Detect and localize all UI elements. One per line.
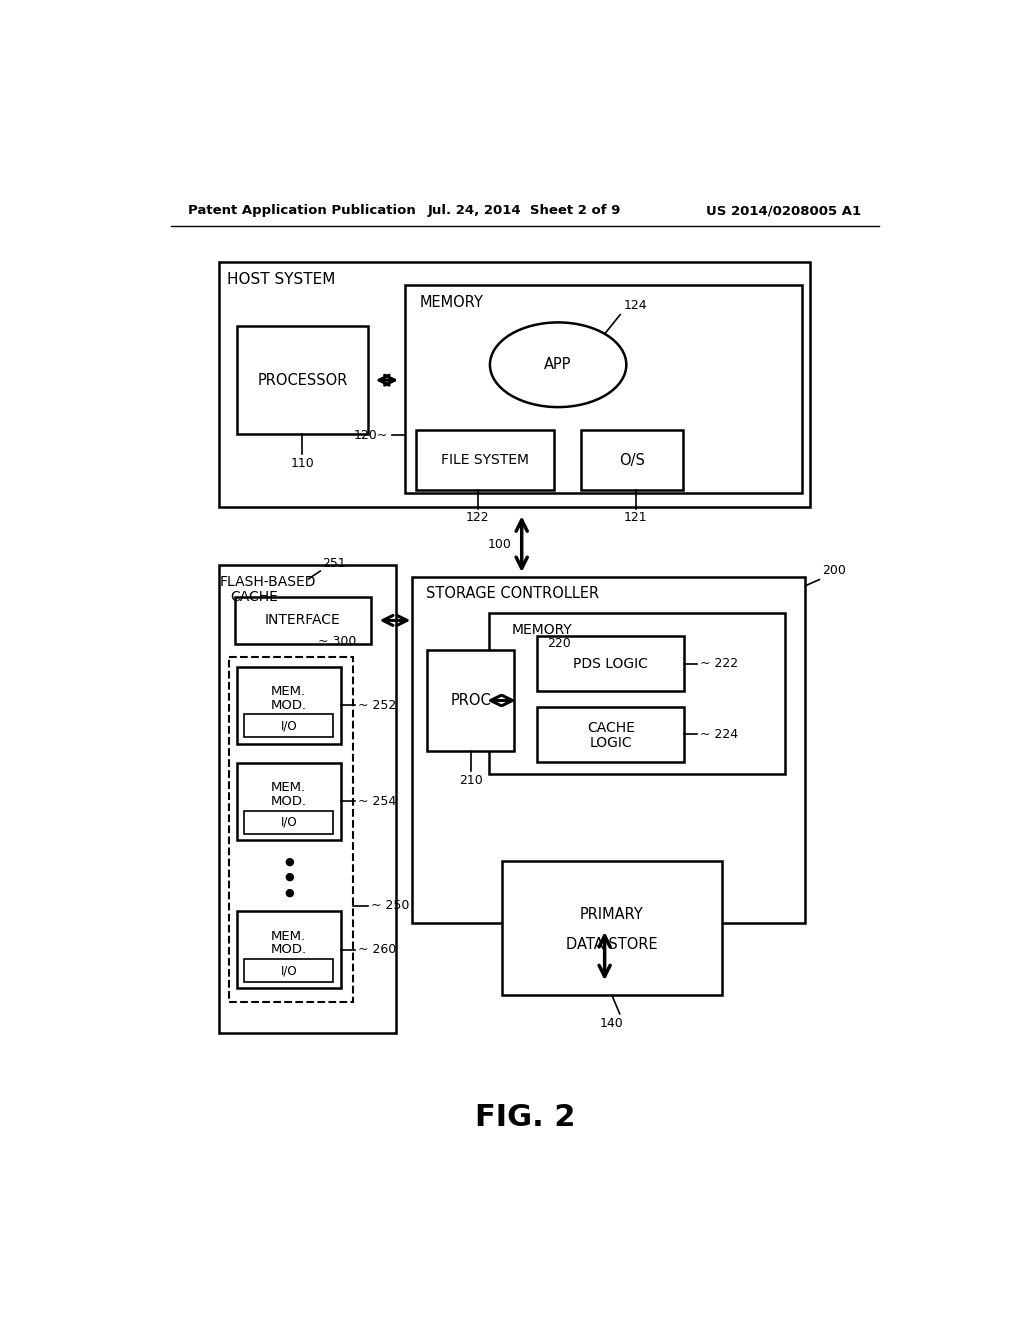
Bar [538,636,684,692]
Bar [237,911,341,989]
Text: FLASH-BASED: FLASH-BASED [219,576,315,589]
Text: MEMORY: MEMORY [420,294,484,310]
Bar [538,706,684,762]
Text: ●: ● [284,857,294,866]
Bar [228,657,352,1002]
Bar [237,667,341,743]
Text: MOD.: MOD. [270,698,307,711]
Text: CACHE: CACHE [587,721,635,735]
Text: MEMORY: MEMORY [511,623,572,636]
Text: 110: 110 [291,457,314,470]
Text: MOD.: MOD. [270,944,307,957]
Text: MEM.: MEM. [271,781,306,795]
Text: 120~: 120~ [354,429,388,442]
Text: Patent Application Publication: Patent Application Publication [188,205,416,218]
Text: MEM.: MEM. [271,929,306,942]
Text: ●: ● [284,887,294,898]
Text: ●: ● [284,871,294,882]
Bar [245,714,334,738]
Text: ~ 250: ~ 250 [372,899,410,912]
Text: 121: 121 [624,511,647,524]
Text: HOST SYSTEM: HOST SYSTEM [227,272,336,286]
Text: 210: 210 [459,774,482,787]
Text: O/S: O/S [618,453,645,467]
Text: ~ 252: ~ 252 [358,698,396,711]
Text: 140: 140 [600,1016,624,1030]
Bar [219,263,810,507]
Bar [237,326,369,434]
Bar [237,763,341,840]
Text: PROCESSOR: PROCESSOR [257,372,347,388]
Bar [581,430,683,490]
Text: ~ 254: ~ 254 [358,795,396,808]
Text: ~ 260: ~ 260 [358,944,396,957]
Text: PDS LOGIC: PDS LOGIC [573,656,648,671]
Text: STORAGE CONTROLLER: STORAGE CONTROLLER [426,586,599,601]
Text: INTERFACE: INTERFACE [265,614,341,627]
Bar [234,597,371,644]
Text: 251: 251 [323,557,346,570]
Text: APP: APP [545,358,571,372]
Text: CACHE: CACHE [230,590,279,605]
Text: US 2014/0208005 A1: US 2014/0208005 A1 [706,205,861,218]
Bar [502,861,722,995]
Bar [427,649,514,751]
Bar [219,565,396,1034]
Ellipse shape [489,322,627,407]
Text: FILE SYSTEM: FILE SYSTEM [441,453,529,467]
Bar [406,285,802,494]
Text: MEM.: MEM. [271,685,306,698]
Bar [245,960,334,982]
Text: I/O: I/O [281,816,297,829]
Text: 122: 122 [466,511,489,524]
Text: 124: 124 [624,300,647,313]
Bar [412,577,805,923]
Text: 220: 220 [547,638,571,649]
Text: PRIMARY: PRIMARY [581,907,644,923]
Text: FIG. 2: FIG. 2 [474,1102,575,1131]
Text: I/O: I/O [281,719,297,733]
Text: DATA STORE: DATA STORE [566,937,657,952]
Bar [245,810,334,834]
Text: MOD.: MOD. [270,795,307,808]
Text: ~ 300: ~ 300 [318,635,356,648]
Text: 200: 200 [822,564,846,577]
Text: ~ 224: ~ 224 [700,727,738,741]
Text: 100: 100 [488,537,512,550]
Bar [417,430,554,490]
Text: PROC: PROC [451,693,490,708]
Text: I/O: I/O [281,964,297,977]
Bar [489,612,785,775]
Text: LOGIC: LOGIC [590,735,632,750]
Text: Jul. 24, 2014  Sheet 2 of 9: Jul. 24, 2014 Sheet 2 of 9 [428,205,622,218]
Text: ~ 222: ~ 222 [700,657,738,671]
